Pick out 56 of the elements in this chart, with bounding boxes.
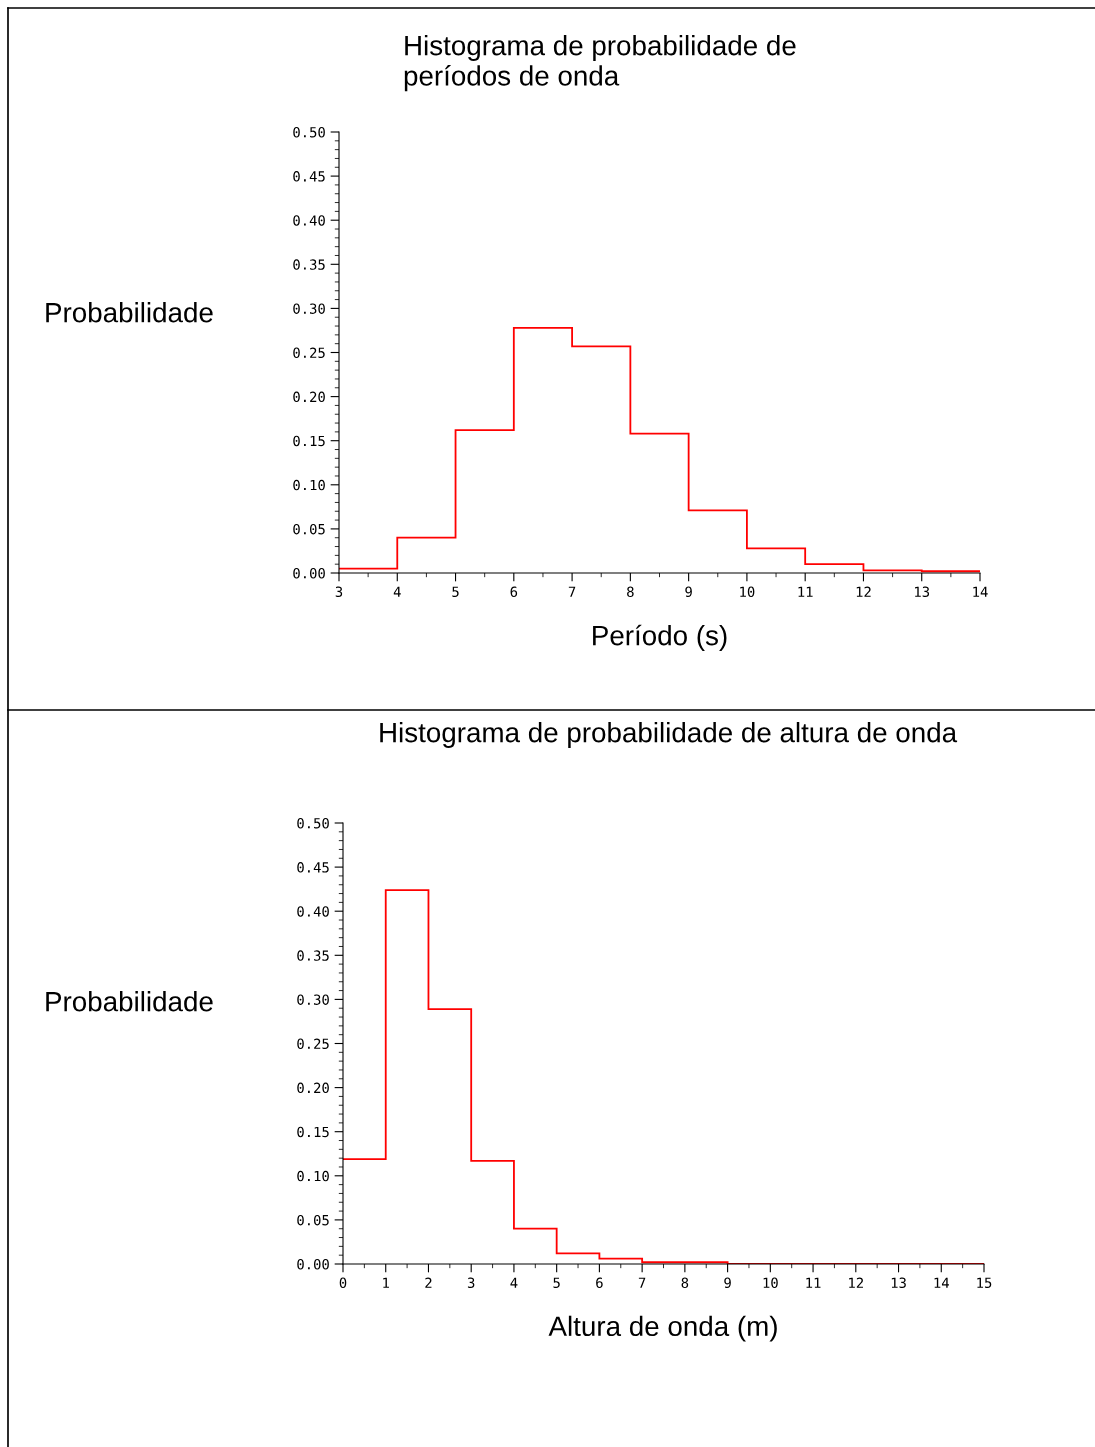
- y-axis-title: Probabilidade: [46, 991, 213, 1012]
- y-tick-label: 0.00: [297, 1259, 329, 1270]
- x-axis-title: Período (s): [593, 624, 727, 651]
- x-axis-title: Altura de onda (m): [548, 1315, 777, 1342]
- x-tick-label: 9: [724, 1277, 731, 1289]
- y-tick-label: 0.45: [297, 862, 329, 873]
- x-tick-label: 9: [685, 586, 692, 598]
- x-tick-label: 6: [596, 1277, 603, 1289]
- x-tick-label: 11: [806, 1277, 821, 1288]
- y-tick-label: 0.30: [293, 303, 325, 314]
- y-tick-label: 0.25: [293, 347, 325, 359]
- chart-title: Histograma de probabilidade de altura de onda: [380, 722, 958, 748]
- x-tick-label: 13: [915, 586, 930, 598]
- x-tick-label: 15: [977, 1277, 992, 1289]
- y-tick-label: 0.20: [297, 1082, 329, 1094]
- y-tick-label: 0.10: [293, 479, 325, 491]
- x-tick-label: 12: [856, 586, 871, 597]
- x-tick-label: 14: [934, 1277, 949, 1288]
- y-tick-label: 0.20: [293, 391, 325, 403]
- x-tick-label: 7: [568, 586, 576, 597]
- x-tick-label: 10: [763, 1277, 778, 1289]
- x-tick-label: 14: [973, 586, 988, 597]
- y-tick-label: 0.40: [293, 215, 325, 226]
- x-tick-label: 3: [335, 586, 343, 598]
- x-tick-label: 4: [393, 586, 401, 597]
- chart-title: Histograma de probabilidade de períodos de onda: [404, 35, 796, 92]
- x-tick-label: 5: [452, 586, 459, 598]
- y-tick-label: 0.50: [297, 818, 329, 829]
- y-tick-label: 0.50: [293, 127, 325, 138]
- y-tick-label: 0.10: [297, 1170, 329, 1182]
- x-tick-label: 11: [798, 586, 813, 597]
- x-tick-label: 8: [681, 1277, 689, 1289]
- x-tick-label: 4: [510, 1277, 518, 1288]
- x-tick-label: 2: [425, 1277, 432, 1288]
- x-tick-label: 7: [638, 1277, 646, 1288]
- y-tick-label: 0.40: [297, 906, 329, 917]
- y-tick-label: 0.05: [297, 1214, 329, 1226]
- y-tick-label: 0.45: [293, 171, 325, 182]
- x-tick-label: 3: [467, 1277, 475, 1289]
- x-tick-label: 0: [339, 1277, 347, 1289]
- x-tick-label: 1: [383, 1277, 389, 1288]
- x-tick-label: 5: [553, 1277, 560, 1289]
- x-tick-label: 8: [627, 586, 634, 598]
- y-tick-label: 0.25: [297, 1038, 329, 1050]
- y-tick-label: 0.15: [297, 1126, 329, 1138]
- x-tick-label: 6: [510, 586, 518, 598]
- y-tick-label: 0.00: [293, 568, 325, 579]
- y-axis-title: Probabilidade: [46, 302, 213, 323]
- x-tick-label: 10: [740, 586, 755, 598]
- x-tick-label: 12: [849, 1277, 863, 1288]
- y-tick-label: 0.35: [293, 259, 325, 270]
- y-tick-label: 0.35: [297, 950, 329, 961]
- y-tick-label: 0.05: [293, 523, 325, 535]
- x-tick-label: 13: [891, 1277, 906, 1289]
- y-tick-label: 0.15: [293, 435, 325, 447]
- y-tick-label: 0.30: [297, 994, 329, 1005]
